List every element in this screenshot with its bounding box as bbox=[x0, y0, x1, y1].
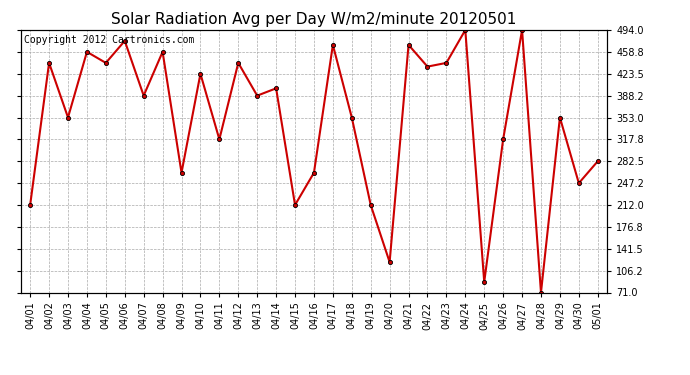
Text: Copyright 2012 Cartronics.com: Copyright 2012 Cartronics.com bbox=[23, 35, 194, 45]
Title: Solar Radiation Avg per Day W/m2/minute 20120501: Solar Radiation Avg per Day W/m2/minute … bbox=[111, 12, 517, 27]
